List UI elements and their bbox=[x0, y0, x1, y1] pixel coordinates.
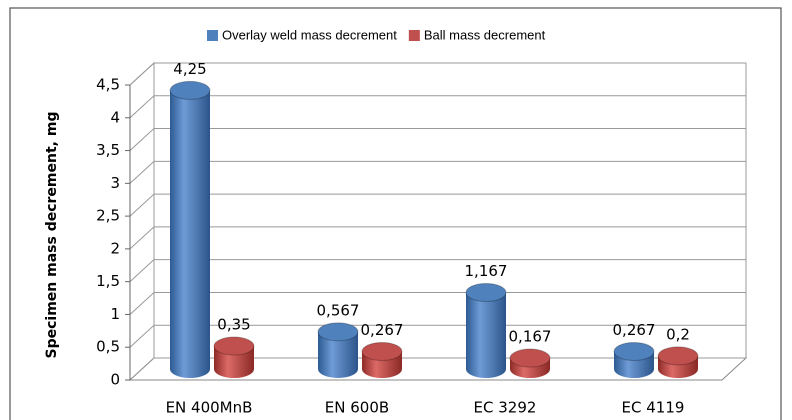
back-wall bbox=[153, 62, 747, 359]
legend-swatch bbox=[408, 30, 420, 41]
bar-body bbox=[170, 90, 210, 378]
side-wall bbox=[129, 61, 155, 382]
bar-top bbox=[465, 282, 507, 302]
value-label: 0,567 bbox=[317, 301, 360, 319]
y-tick-label: 3 bbox=[110, 174, 120, 192]
bar bbox=[509, 348, 551, 378]
bar-top bbox=[169, 80, 211, 100]
bar-top bbox=[613, 341, 655, 361]
value-label: 0,267 bbox=[361, 321, 404, 339]
grid-line bbox=[129, 193, 746, 217]
y-tick-label: 2 bbox=[110, 239, 120, 257]
grid-line bbox=[129, 160, 746, 184]
value-label: 0,2 bbox=[666, 325, 690, 343]
x-tick-label: EC 3292 bbox=[474, 399, 537, 417]
y-tick-label: 4 bbox=[110, 108, 120, 126]
y-tick-label: 3,5 bbox=[96, 141, 120, 159]
legend-swatch bbox=[207, 30, 218, 41]
bar bbox=[657, 346, 699, 378]
grid-line bbox=[129, 291, 746, 315]
y-tick-label: 2,5 bbox=[96, 207, 120, 225]
bar-body bbox=[318, 331, 358, 378]
y-tick-label: 4,5 bbox=[96, 76, 120, 94]
value-label: 1,167 bbox=[465, 262, 508, 280]
bar bbox=[169, 80, 211, 378]
y-tick-label: 0 bbox=[110, 371, 120, 389]
grid-line bbox=[129, 62, 746, 86]
x-tick-label: EN 600B bbox=[325, 399, 389, 417]
bar-top bbox=[509, 348, 551, 368]
grid-line bbox=[129, 95, 746, 119]
value-label: 0,267 bbox=[613, 321, 656, 339]
bar bbox=[317, 322, 359, 378]
y-tick-label: 1,5 bbox=[96, 272, 120, 290]
legend-label: Overlay weld mass decrement bbox=[222, 27, 397, 42]
grid-line bbox=[129, 226, 746, 250]
grid-line bbox=[129, 324, 746, 348]
y-axis-title: Specimen mass decrement, mg bbox=[44, 112, 60, 359]
value-label: 0,35 bbox=[217, 316, 250, 334]
value-label: 4,25 bbox=[173, 60, 206, 78]
bar-top bbox=[657, 346, 699, 366]
y-tick-label: 0,5 bbox=[96, 338, 120, 356]
legend-label: Ball mass decrement bbox=[424, 27, 546, 42]
grid-line bbox=[129, 259, 746, 283]
bar-body bbox=[466, 292, 506, 378]
bar-top bbox=[317, 322, 359, 342]
y-tick-label: 1 bbox=[110, 305, 120, 323]
bar-body bbox=[214, 346, 254, 378]
bar bbox=[361, 341, 403, 378]
value-label: 0,167 bbox=[509, 328, 552, 346]
bar-top bbox=[213, 336, 255, 356]
x-tick-label: EC 4119 bbox=[622, 399, 685, 417]
bar bbox=[465, 282, 507, 378]
bar bbox=[613, 341, 655, 378]
x-tick-label: EN 400MnB bbox=[166, 399, 253, 417]
bar-top bbox=[361, 341, 403, 361]
bar bbox=[213, 336, 255, 378]
grid-line bbox=[129, 128, 746, 151]
